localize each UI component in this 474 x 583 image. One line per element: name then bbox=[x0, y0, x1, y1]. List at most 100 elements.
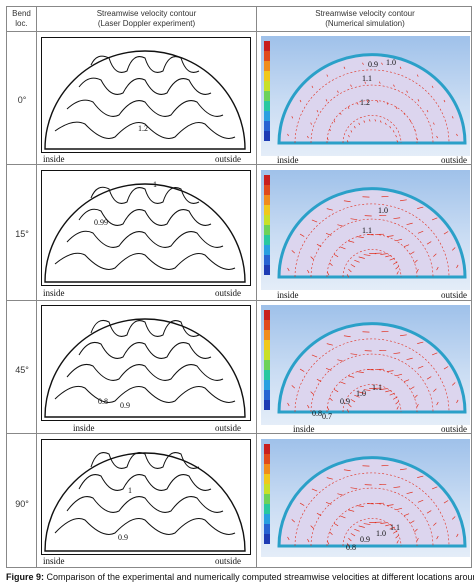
sim-color-scale-segment bbox=[264, 131, 270, 141]
sim-velocity-vector bbox=[416, 74, 419, 77]
sim-velocity-vector bbox=[329, 262, 333, 266]
sim-velocity-vector bbox=[414, 259, 418, 264]
exp-contour-label: 0.99 bbox=[94, 218, 108, 227]
sim-velocity-vector bbox=[310, 256, 314, 260]
sim-velocity-vector bbox=[414, 394, 418, 399]
exp-contour-label: 1.2 bbox=[138, 124, 148, 133]
sim-velocity-vector bbox=[358, 256, 365, 259]
exp-contour-label: 1 bbox=[128, 486, 132, 495]
sim-velocity-vector bbox=[299, 502, 305, 506]
sim-velocity-vector bbox=[358, 122, 361, 126]
sim-velocity-vector bbox=[363, 120, 366, 123]
sim-velocity-vector bbox=[436, 135, 438, 139]
sim-velocity-vector bbox=[347, 509, 355, 512]
column-divider bbox=[36, 7, 37, 567]
sim-velocity-vector bbox=[316, 109, 319, 113]
sim-velocity-vector bbox=[451, 116, 454, 119]
sim-color-scale-segment bbox=[264, 175, 270, 185]
sim-velocity-vector bbox=[417, 341, 424, 344]
sim-velocity-vector bbox=[400, 468, 407, 471]
sim-velocity-vector bbox=[291, 519, 295, 523]
sim-velocity-vector bbox=[310, 525, 314, 529]
exp-wall-outline bbox=[44, 183, 246, 283]
sim-velocity-vector bbox=[307, 269, 310, 274]
inside-label: inside bbox=[43, 154, 65, 164]
sim-velocity-vector bbox=[311, 219, 318, 223]
sim-velocity-vector bbox=[385, 523, 392, 527]
sim-pipe-section bbox=[277, 322, 467, 414]
sim-color-scale-segment bbox=[264, 370, 270, 380]
outside-label: outside bbox=[441, 424, 467, 434]
sim-velocity-vector bbox=[374, 119, 377, 122]
sim-color-scale-segment bbox=[264, 390, 270, 400]
sim-velocity-vector bbox=[307, 404, 310, 409]
sim-velocity-vector bbox=[363, 254, 371, 256]
sim-contour-arc bbox=[310, 487, 434, 547]
inside-label: inside bbox=[43, 556, 65, 566]
exp-contour-line bbox=[54, 385, 236, 403]
exp-wall-outline bbox=[44, 318, 246, 418]
sim-velocity-vector bbox=[347, 240, 355, 243]
sim-contour-arc bbox=[294, 69, 450, 144]
sim-color-scale-segment bbox=[264, 205, 270, 215]
column-divider bbox=[256, 7, 257, 567]
outside-label: outside bbox=[441, 155, 467, 165]
sim-velocity-vector bbox=[343, 469, 351, 472]
sim-contour-arc bbox=[326, 502, 418, 547]
sim-velocity-vector bbox=[376, 100, 379, 103]
outside-label: outside bbox=[215, 154, 241, 164]
sim-velocity-vector bbox=[348, 537, 352, 542]
sim-velocity-vector bbox=[431, 486, 438, 490]
sim-velocity-vector bbox=[396, 271, 399, 275]
sim-color-scale-segment bbox=[264, 255, 270, 265]
sim-velocity-vector bbox=[403, 379, 410, 383]
sim-velocity-vector bbox=[416, 404, 419, 408]
sim-velocity-vector bbox=[393, 217, 401, 220]
exp-contour-label: 1 bbox=[153, 180, 157, 189]
row-loc-90: 90° bbox=[15, 499, 29, 509]
sim-velocity-vector bbox=[395, 134, 397, 138]
sim-velocity-vector bbox=[287, 402, 290, 407]
sim-velocity-vector bbox=[348, 134, 350, 138]
sim-velocity-vector bbox=[395, 266, 399, 270]
sim-color-scale-segment bbox=[264, 185, 270, 195]
sim-velocity-vector bbox=[350, 533, 356, 537]
sim-velocity-vector bbox=[325, 368, 332, 371]
sim-color-scale-segment bbox=[264, 454, 270, 464]
sim-color-scale-segment bbox=[264, 484, 270, 494]
sim-velocity-vector bbox=[354, 394, 360, 398]
sim-velocity-vector bbox=[299, 233, 305, 237]
sim-velocity-vector bbox=[326, 541, 330, 545]
exp-contour-line bbox=[66, 99, 224, 117]
sim-velocity-vector bbox=[436, 401, 439, 406]
sim-velocity-vector bbox=[443, 231, 449, 235]
sim-contour-arc bbox=[294, 203, 450, 278]
sim-velocity-vector bbox=[329, 531, 333, 535]
sim-contour-label: 0.9 bbox=[368, 60, 378, 69]
sim-color-scale-segment bbox=[264, 320, 270, 330]
sim-velocity-vector bbox=[348, 268, 352, 273]
sim-velocity-vector bbox=[350, 353, 358, 356]
sim-velocity-vector bbox=[381, 62, 383, 65]
sim-velocity-vector bbox=[310, 122, 312, 125]
sim-contour-arc bbox=[310, 218, 434, 278]
sim-velocity-vector bbox=[350, 84, 352, 87]
exp-contour-line bbox=[90, 319, 200, 337]
sim-contour-label: 0.8 bbox=[346, 543, 356, 552]
sim-velocity-vector bbox=[357, 371, 364, 373]
sim-velocity-vector bbox=[433, 388, 437, 392]
sim-velocity-vector bbox=[326, 208, 333, 211]
sim-velocity-vector bbox=[386, 235, 394, 237]
sim-pipe-section bbox=[277, 53, 467, 145]
sim-velocity-vector bbox=[403, 244, 410, 248]
inside-label: inside bbox=[43, 288, 65, 298]
sim-velocity-vector bbox=[395, 238, 403, 242]
sim-velocity-vector bbox=[358, 525, 365, 528]
sim-velocity-vector bbox=[348, 403, 352, 408]
exp-panel-15 bbox=[41, 170, 251, 286]
sim-velocity-vector bbox=[389, 257, 396, 261]
sim-velocity-vector bbox=[385, 254, 392, 258]
sim-velocity-vector bbox=[350, 130, 353, 133]
sim-velocity-vector bbox=[337, 493, 344, 496]
sim-velocity-vector bbox=[417, 499, 424, 503]
